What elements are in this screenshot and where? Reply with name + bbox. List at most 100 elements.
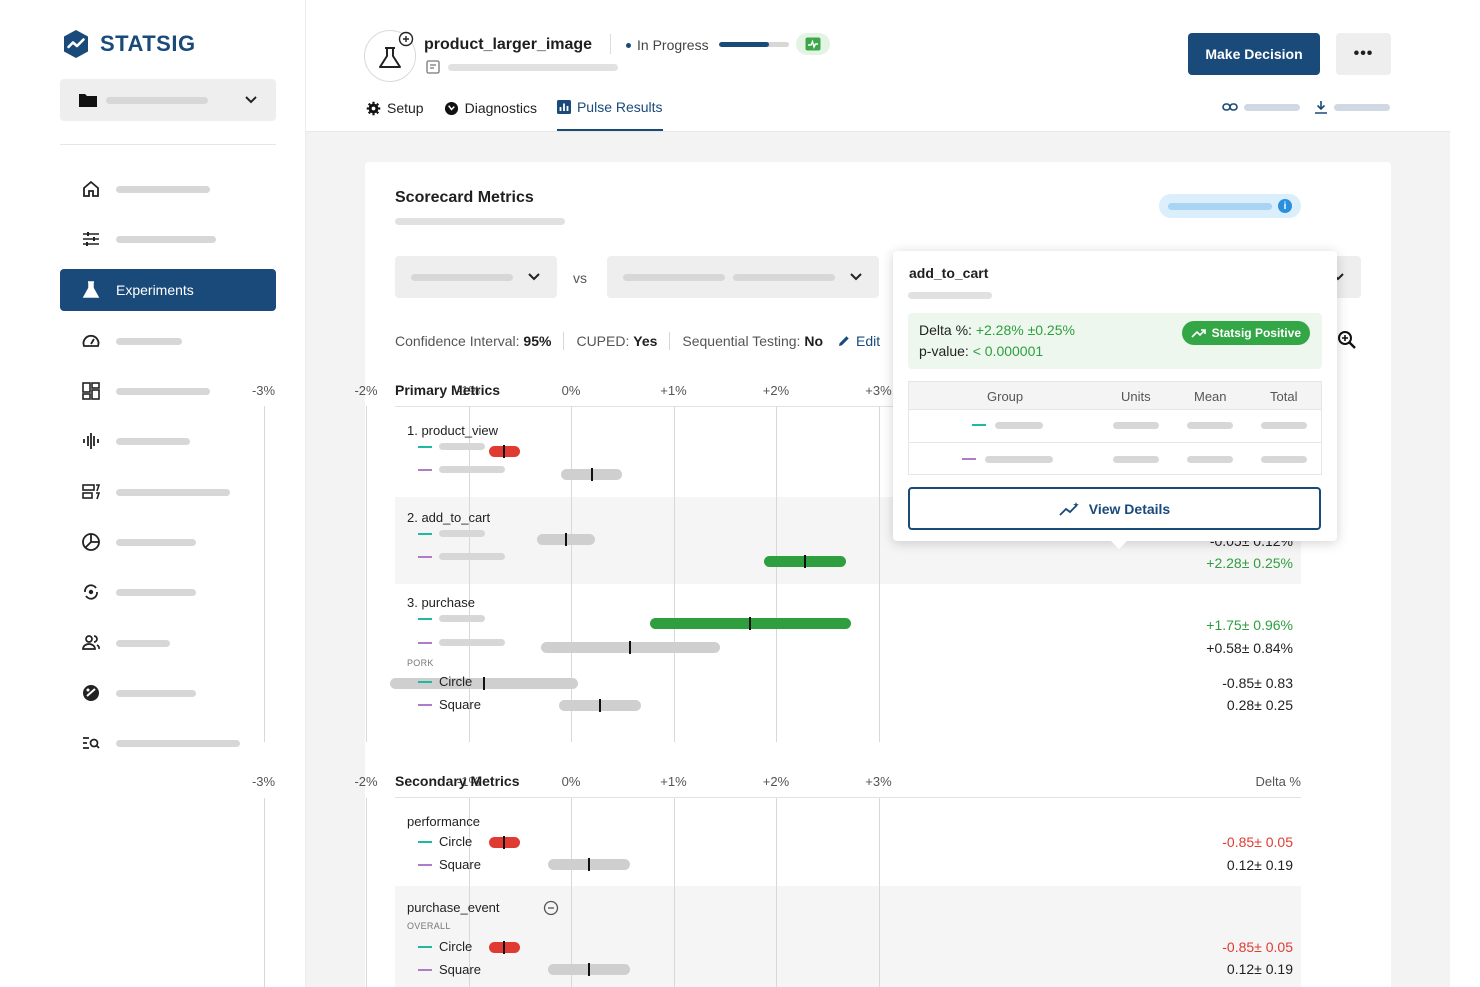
gridline: [776, 798, 777, 987]
sidebar-item-segments[interactable]: [60, 521, 276, 563]
point-estimate: [564, 533, 567, 546]
axis-tick-label: +1%: [660, 774, 687, 789]
diagnostics-icon: [444, 101, 458, 115]
delta-value: +0.58± 0.84%: [1206, 640, 1293, 656]
metric-purchase[interactable]: 3. purchase: [407, 595, 475, 610]
legend-square: Square: [418, 697, 481, 712]
sidebar-item-users[interactable]: [60, 622, 276, 664]
chevron-down-icon: [850, 273, 862, 281]
health-check-badge[interactable]: [796, 33, 830, 55]
sidebar-item-dashboard[interactable]: [60, 370, 276, 412]
delta-value: -0.85± 0.05: [1222, 834, 1293, 850]
delta-value: -0.85± 0.05: [1222, 939, 1293, 955]
logo[interactable]: STATSIG: [60, 28, 196, 60]
metric-product-view[interactable]: 1. product_view: [407, 423, 499, 438]
gridline: [571, 798, 572, 987]
note-icon: [426, 60, 440, 74]
download-icon: [1315, 101, 1327, 114]
gridline: [673, 798, 675, 987]
confidence-interval-bar: [389, 677, 579, 690]
status-badge: In Progress: [626, 37, 709, 53]
sidebar: STATSIG Experiments: [0, 0, 306, 987]
progress-fill: [719, 42, 770, 47]
point-estimate: [590, 468, 593, 481]
waveform-icon: [80, 430, 102, 452]
sidebar-item-experiments[interactable]: Experiments: [60, 269, 276, 311]
search-list-icon: [80, 732, 102, 754]
info-pill[interactable]: i: [1159, 194, 1301, 218]
collapse-icon[interactable]: [543, 900, 559, 916]
metric-add-to-cart[interactable]: 2. add_to_cart: [407, 510, 491, 525]
metric-purchase-event[interactable]: purchase_event: [407, 900, 500, 915]
sidebar-item-config[interactable]: [60, 218, 276, 260]
test-group-select[interactable]: [607, 256, 879, 298]
gridline: [776, 406, 777, 742]
gridline: [263, 406, 265, 742]
palette-icon: [80, 682, 102, 704]
copy-link-button[interactable]: [1222, 101, 1300, 113]
status-dot: [626, 42, 631, 48]
delta-value: 0.12± 0.19: [1226, 961, 1293, 977]
axis-tick-label: +3%: [865, 383, 892, 398]
control-group-select[interactable]: [395, 256, 557, 298]
make-decision-button[interactable]: Make Decision: [1188, 33, 1320, 75]
brand-name: STATSIG: [100, 31, 196, 56]
metric-performance[interactable]: performance: [407, 814, 480, 829]
flask-icon: [379, 31, 414, 68]
tab-setup[interactable]: Setup: [366, 97, 424, 131]
sidebar-item-events[interactable]: [60, 420, 276, 462]
sidebar-item-search[interactable]: [60, 722, 276, 764]
experiment-avatar: [364, 30, 416, 82]
metric-popover: add_to_cart Delta %: +2.28% ±0.25% p-val…: [893, 251, 1337, 549]
info-icon: i: [1278, 199, 1292, 213]
main-content: Scorecard Metrics i vs Confidence Interv…: [252, 132, 1450, 987]
more-options-button[interactable]: •••: [1336, 33, 1391, 75]
confidence-interval-bar: [560, 468, 623, 481]
confidence-interval-bar: [548, 963, 631, 976]
axis-tick-label: +1%: [660, 383, 687, 398]
delta-value: -0.85± 0.83: [1222, 675, 1293, 691]
point-estimate: [503, 941, 506, 954]
folder-icon: [79, 94, 97, 107]
overall-caption: OVERALL: [407, 921, 451, 931]
tab-diagnostics[interactable]: Diagnostics: [444, 97, 537, 131]
sidebar-item-gauge[interactable]: [60, 320, 276, 362]
delta-value: +1.75± 0.96%: [1206, 617, 1293, 633]
confidence-interval-bar: [541, 641, 720, 654]
sidebar-item-autotune[interactable]: [60, 571, 276, 613]
sidebar-item-layers[interactable]: [60, 471, 276, 513]
axis-tick-label: -3%: [251, 383, 276, 398]
edit-settings-link[interactable]: Edit: [837, 333, 880, 349]
zoom-icon[interactable]: [1337, 330, 1357, 350]
chevron-down-icon: [528, 273, 540, 281]
scorecard-title: Scorecard Metrics: [395, 189, 534, 206]
sparkle-chart-icon: [1059, 501, 1079, 516]
tab-pulse-results[interactable]: Pulse Results: [556, 97, 663, 131]
experiment-title: product_larger_image: [424, 36, 593, 53]
legend-circle: Circle: [418, 939, 472, 954]
view-details-button[interactable]: View Details: [908, 487, 1321, 530]
experiment-subtitle: [426, 60, 618, 74]
popover-delta: +2.28% ±0.25%: [975, 322, 1075, 338]
confidence-interval-bar: [763, 555, 846, 568]
delta-value: 0.28± 0.25: [1226, 697, 1293, 713]
users-icon: [80, 632, 102, 654]
axis-tick-label: -3%: [251, 774, 276, 789]
header: product_larger_image In Progress Setup D…: [306, 0, 1450, 132]
download-button[interactable]: [1314, 100, 1390, 114]
legend-square: Square: [418, 962, 481, 977]
point-estimate: [482, 677, 485, 690]
axis-tick-label: -1%: [456, 774, 481, 789]
sidebar-item-home[interactable]: [60, 168, 276, 210]
chart-icon: [556, 100, 571, 114]
sidebar-item-palette[interactable]: [60, 672, 276, 714]
statsig-logo-icon: [64, 30, 88, 58]
link-icon: [1222, 103, 1238, 111]
delta-column-header: Delta %: [1255, 774, 1301, 789]
project-selector[interactable]: [60, 79, 276, 121]
point-estimate: [598, 699, 601, 712]
gridline: [468, 406, 470, 742]
gridline: [263, 798, 265, 987]
axis-tick-label: +2%: [762, 383, 790, 398]
legend-test: [418, 553, 505, 560]
